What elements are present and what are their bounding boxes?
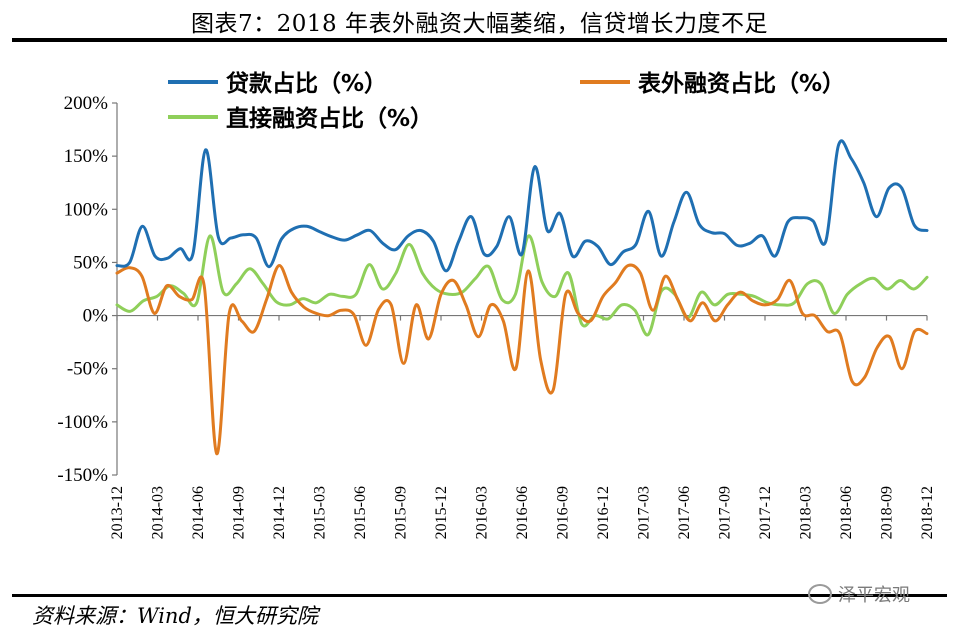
x-tick-label: 2016-12 <box>595 486 612 539</box>
x-tick-label: 2014-03 <box>150 486 167 539</box>
x-tick-label: 2014-12 <box>271 486 288 539</box>
y-tick-label: 150% <box>64 146 109 167</box>
x-tick-label: 2018-06 <box>838 486 855 539</box>
x-tick-label: 2015-06 <box>352 486 369 539</box>
x-tick-label: 2014-06 <box>190 486 207 539</box>
x-tick-label: 2017-06 <box>676 486 693 539</box>
series-line-3 <box>115 234 929 337</box>
x-tick-label: 2016-06 <box>514 486 531 539</box>
watermark: 泽平宏观 <box>808 581 910 607</box>
watermark-text: 泽平宏观 <box>838 585 910 606</box>
title-rule <box>12 38 947 42</box>
x-tick-label: 2015-12 <box>433 486 450 539</box>
x-tick-label: 2018-09 <box>879 486 896 539</box>
series-line-2 <box>115 263 929 456</box>
tick-labels: -150% -100% -50% 0% 50% 100% 150% 200% 2013-12 20… <box>57 93 936 539</box>
y-tick-label: 0% <box>83 306 109 327</box>
y-tick-label: 100% <box>64 199 109 220</box>
y-tick-label: 200% <box>64 93 109 114</box>
wechat-icon <box>808 584 832 604</box>
x-tick-label: 2017-09 <box>717 486 734 539</box>
footer-rule <box>12 594 947 597</box>
x-tick-label: 2016-09 <box>555 486 572 539</box>
y-tick-label: -50% <box>67 359 108 380</box>
chart-title: 图表7：2018 年表外融资大幅萎缩，信贷增长力度不足 <box>191 11 768 37</box>
x-tick-label: 2018-12 <box>919 486 936 539</box>
x-tick-label: 2015-09 <box>393 486 410 539</box>
legend: 贷款占比（%） 表外融资占比（%） 直接融资占比（%） <box>168 70 845 132</box>
series-lines <box>115 139 929 456</box>
x-tick-label: 2015-03 <box>312 486 329 539</box>
series-line-1 <box>115 139 929 273</box>
x-tick-label: 2014-09 <box>231 486 248 539</box>
y-tick-label: -150% <box>57 465 108 486</box>
y-tick-label: -100% <box>57 412 108 433</box>
x-tick-label: 2013-12 <box>109 486 126 539</box>
y-tick-label: 50% <box>73 252 108 273</box>
x-tick-label: 2018-03 <box>798 486 815 539</box>
x-tick-label: 2017-03 <box>636 486 653 539</box>
legend-label-3: 直接融资占比（%） <box>226 105 433 132</box>
legend-label-1: 贷款占比（%） <box>226 70 387 97</box>
x-tick-label: 2016-03 <box>474 486 491 539</box>
legend-label-2: 表外融资占比（%） <box>638 70 845 97</box>
x-tick-label: 2017-12 <box>757 486 774 539</box>
line-chart: -150% -100% -50% 0% 50% 100% 150% 200% 2013-12 20… <box>57 70 936 539</box>
source-note: 资料来源：Wind，恒大研究院 <box>32 604 318 628</box>
